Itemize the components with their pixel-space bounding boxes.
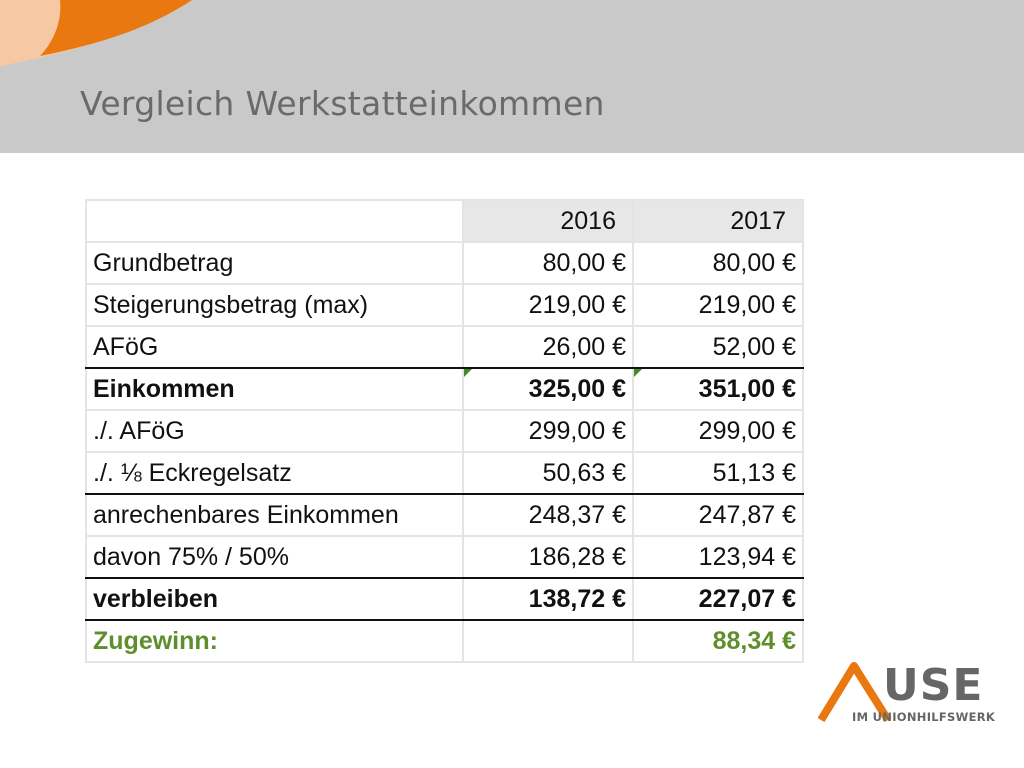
table-row: ./. ⅛ Eckregelsatz 50,63 € 51,13 € <box>85 451 804 495</box>
row-label: AFöG <box>85 325 464 369</box>
value-2016: 325,00 € <box>462 367 634 411</box>
value-2016 <box>462 619 634 663</box>
row-label: davon 75% / 50% <box>85 535 464 579</box>
value-2017: 51,13 € <box>632 451 804 495</box>
value-2017: 219,00 € <box>632 283 804 327</box>
value-2017: 52,00 € <box>632 325 804 369</box>
use-logo-roof-icon <box>818 662 892 723</box>
year-header-2017: 2017 <box>632 199 804 243</box>
value-2016: 248,37 € <box>462 493 634 537</box>
logo-wordmark: USE <box>883 660 984 711</box>
table-row: anrechenbares Einkommen 248,37 € 247,87 … <box>85 493 804 537</box>
value-2016: 186,28 € <box>462 535 634 579</box>
value-2017: 299,00 € <box>632 409 804 453</box>
table-row: AFöG 26,00 € 52,00 € <box>85 325 804 369</box>
table-row-einkommen: Einkommen 325,00 € 351,00 € <box>85 367 804 411</box>
table-header-row: 2016 2017 <box>85 199 804 243</box>
row-label: ./. AFöG <box>85 409 464 453</box>
row-label: verbleiben <box>85 577 464 621</box>
value-2017: 227,07 € <box>632 577 804 621</box>
value-2017: 80,00 € <box>632 241 804 285</box>
value-2016: 299,00 € <box>462 409 634 453</box>
table-row-zugewinn: Zugewinn: 88,34 € <box>85 619 804 663</box>
logo-subtitle: IM UNIONHILFSWERK <box>852 710 996 724</box>
row-label: Einkommen <box>85 367 464 411</box>
table-row-verbleiben: verbleiben 138,72 € 227,07 € <box>85 577 804 621</box>
row-label: Steigerungsbetrag (max) <box>85 283 464 327</box>
header-band <box>0 0 1024 153</box>
value-2016: 50,63 € <box>462 451 634 495</box>
year-header-2016: 2016 <box>462 199 634 243</box>
row-label: ./. ⅛ Eckregelsatz <box>85 451 464 495</box>
comparison-table: 2016 2017 Grundbetrag 80,00 € 80,00 € St… <box>85 199 804 663</box>
row-label: Zugewinn: <box>85 619 464 663</box>
row-label: Grundbetrag <box>85 241 464 285</box>
value-2016: 219,00 € <box>462 283 634 327</box>
orange-swoosh-decoration <box>0 0 192 66</box>
table-row: Steigerungsbetrag (max) 219,00 € 219,00 … <box>85 283 804 327</box>
value-2016: 26,00 € <box>462 325 634 369</box>
table-row: davon 75% / 50% 186,28 € 123,94 € <box>85 535 804 579</box>
row-label: anrechenbares Einkommen <box>85 493 464 537</box>
value-2016: 138,72 € <box>462 577 634 621</box>
value-2016: 80,00 € <box>462 241 634 285</box>
value-2017: 351,00 € <box>632 367 804 411</box>
value-2017: 88,34 € <box>632 619 804 663</box>
table-row: Grundbetrag 80,00 € 80,00 € <box>85 241 804 285</box>
table-row: ./. AFöG 299,00 € 299,00 € <box>85 409 804 453</box>
slide-title: Vergleich Werkstatteinkommen <box>80 84 605 123</box>
value-2017: 247,87 € <box>632 493 804 537</box>
value-2017: 123,94 € <box>632 535 804 579</box>
header-blank-cell <box>85 199 464 243</box>
